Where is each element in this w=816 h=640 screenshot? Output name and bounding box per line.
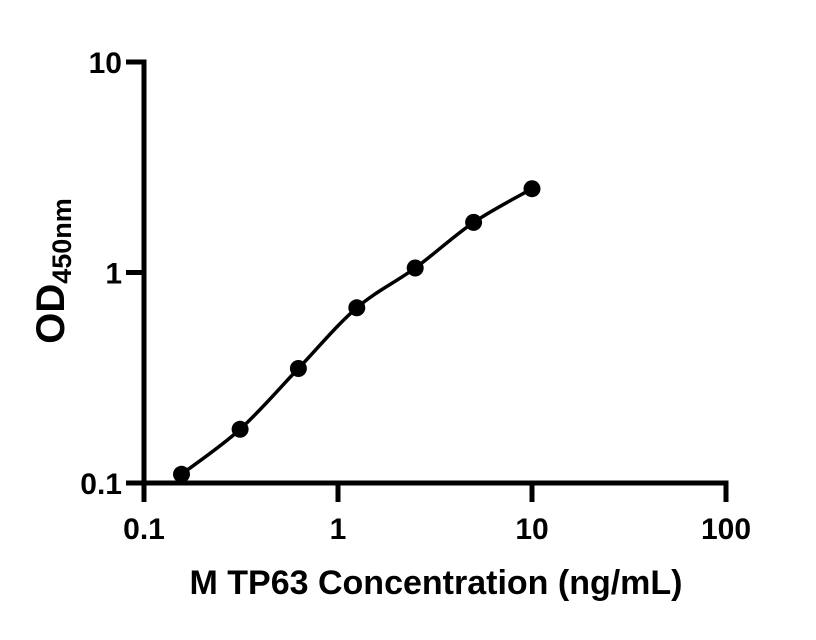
y-tick-label: 1 bbox=[105, 258, 122, 291]
y-axis-title-subscript: 450nm bbox=[47, 198, 77, 284]
y-tick-label: 10 bbox=[89, 47, 122, 80]
data-point bbox=[523, 180, 541, 198]
y-axis-title-main: OD bbox=[29, 284, 73, 344]
x-axis-title: M TP63 Concentration (ng/mL) bbox=[190, 564, 683, 602]
data-point bbox=[348, 299, 366, 317]
data-series bbox=[173, 180, 541, 483]
x-tick-label: 0.1 bbox=[123, 513, 165, 546]
x-tick-label: 100 bbox=[701, 513, 751, 546]
data-point bbox=[406, 259, 424, 277]
data-point bbox=[231, 420, 249, 438]
tick-labels: 0.1 1 10 100 0.1 1 10 bbox=[80, 47, 751, 546]
x-tick-label: 1 bbox=[330, 513, 347, 546]
x-tick-label: 10 bbox=[515, 513, 548, 546]
data-point bbox=[289, 360, 307, 377]
data-point bbox=[173, 465, 190, 483]
y-tick-label: 0.1 bbox=[80, 468, 122, 501]
y-axis-title: OD450nm bbox=[29, 198, 77, 344]
axes bbox=[126, 59, 729, 502]
data-point bbox=[465, 213, 483, 231]
